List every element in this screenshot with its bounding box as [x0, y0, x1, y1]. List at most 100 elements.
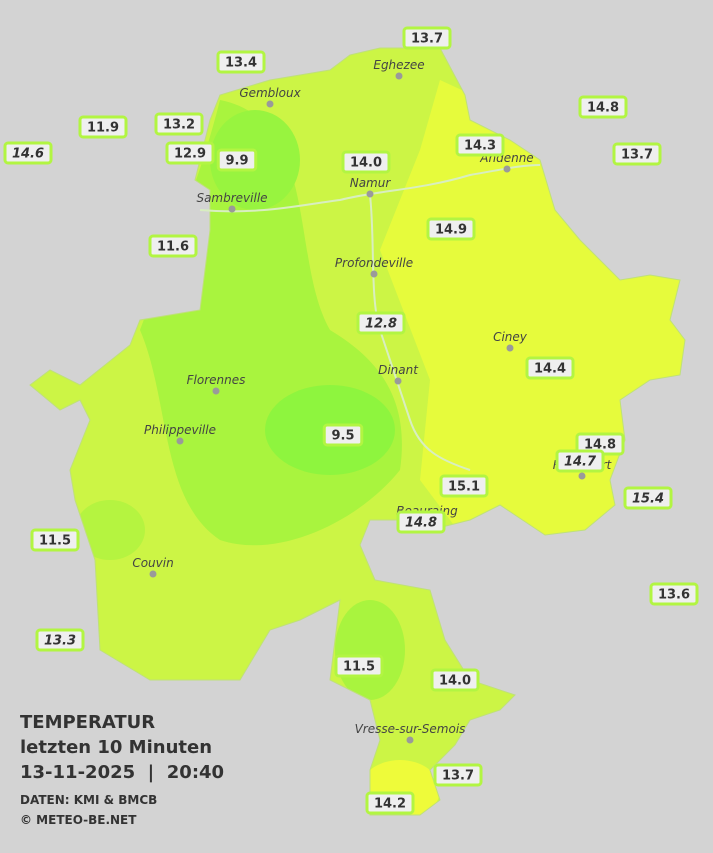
- station: 9.9: [216, 148, 258, 172]
- info-title: TEMPERATUR: [20, 712, 155, 733]
- station-value: 14.8: [587, 101, 619, 116]
- city-dot: [578, 472, 586, 480]
- station-box: [341, 150, 391, 174]
- city-dot: [395, 72, 403, 80]
- station-value: 9.9: [225, 154, 248, 169]
- station-value: 14.0: [439, 674, 471, 689]
- station: 12.8: [356, 311, 406, 335]
- station-box: [322, 423, 364, 447]
- city-dot: [394, 377, 402, 385]
- station: 14.4: [525, 356, 575, 380]
- station: 13.3: [35, 628, 85, 652]
- city-label: Ciney: [493, 330, 528, 344]
- station-box: [356, 311, 406, 335]
- city-label: Philippeville: [144, 423, 216, 437]
- station-box: [426, 217, 476, 241]
- city-label: Namur: [350, 176, 392, 190]
- city-label: Gembloux: [239, 86, 301, 100]
- station-value: 14.4: [534, 362, 566, 377]
- station: 13.4: [216, 50, 266, 74]
- station-box: [365, 791, 415, 815]
- info-copyright: © METEO-BE.NET: [20, 813, 137, 827]
- city-dot: [370, 270, 378, 278]
- station-value: 11.6: [157, 240, 189, 255]
- city-label: Eghezee: [373, 58, 424, 72]
- station-value: 14.6: [12, 147, 44, 162]
- station-box: [649, 582, 699, 606]
- station-box: [154, 112, 204, 136]
- station-value: 12.8: [365, 317, 397, 332]
- station: 14.7: [555, 449, 605, 473]
- info-source: DATEN: KMI & BMCB: [20, 793, 157, 807]
- city-label: Vresse-sur-Semois: [355, 722, 466, 736]
- station-value: 14.3: [464, 139, 496, 154]
- city-dot: [406, 736, 414, 744]
- station-value: 14.8: [584, 438, 616, 453]
- station: 13.7: [433, 763, 483, 787]
- station-value: 13.2: [163, 118, 195, 133]
- station-box: [396, 510, 446, 534]
- station-box: [455, 133, 505, 157]
- station: 13.6: [649, 582, 699, 606]
- station-box: [525, 356, 575, 380]
- city-dot: [228, 205, 236, 213]
- station: 11.6: [148, 234, 198, 258]
- station-box: [35, 628, 85, 652]
- station-box: [578, 95, 628, 119]
- station-value: 14.7: [564, 455, 597, 470]
- station-box: [612, 142, 662, 166]
- station-box: [433, 763, 483, 787]
- station: 14.8: [578, 95, 628, 119]
- city-label: Florennes: [187, 373, 246, 387]
- station-value: 11.9: [87, 121, 119, 136]
- city-dot: [503, 165, 511, 173]
- station-value: 15.4: [632, 492, 664, 507]
- station: 12.9: [165, 141, 215, 165]
- station-box: [148, 234, 198, 258]
- station: 15.1: [439, 474, 489, 498]
- station-value: 13.7: [621, 148, 653, 163]
- station-value: 11.5: [343, 660, 375, 675]
- info-period: letzten 10 Minuten: [20, 737, 212, 758]
- station-box: [439, 474, 489, 498]
- station-value: 14.9: [435, 223, 467, 238]
- station: 14.9: [426, 217, 476, 241]
- city-dot: [266, 100, 274, 108]
- station-value: 15.1: [448, 480, 480, 495]
- station: 14.8: [396, 510, 446, 534]
- station-value: 14.2: [374, 797, 406, 812]
- city-dot: [176, 437, 184, 445]
- station-box: [402, 26, 452, 50]
- station-value: 14.8: [405, 516, 437, 531]
- station-value: 13.7: [442, 769, 474, 784]
- station-value: 13.7: [411, 32, 443, 47]
- city-label: Sambreville: [196, 191, 267, 205]
- city-dot: [212, 387, 220, 395]
- city-dot: [506, 344, 514, 352]
- station-value: 13.4: [225, 56, 257, 71]
- station: 13.7: [402, 26, 452, 50]
- city-label: Couvin: [132, 556, 173, 570]
- city-dot: [149, 570, 157, 578]
- station-box: [623, 486, 673, 510]
- station: 14.3: [455, 133, 505, 157]
- station: 14.0: [430, 668, 480, 692]
- station: 13.7: [612, 142, 662, 166]
- station-value: 12.9: [174, 147, 206, 162]
- station-box: [30, 528, 80, 552]
- station-box: [216, 148, 258, 172]
- station-value: 9.5: [331, 429, 354, 444]
- station: 15.4: [623, 486, 673, 510]
- station: 13.2: [154, 112, 204, 136]
- station: 9.5: [322, 423, 364, 447]
- station-box: [165, 141, 215, 165]
- city-label: Dinant: [378, 363, 419, 377]
- station-box: [78, 115, 128, 139]
- station-box: [430, 668, 480, 692]
- station-value: 11.5: [39, 534, 71, 549]
- station-box: [334, 654, 384, 678]
- city-dot: [366, 190, 374, 198]
- city-label: Profondeville: [335, 256, 413, 270]
- station-box: [555, 449, 605, 473]
